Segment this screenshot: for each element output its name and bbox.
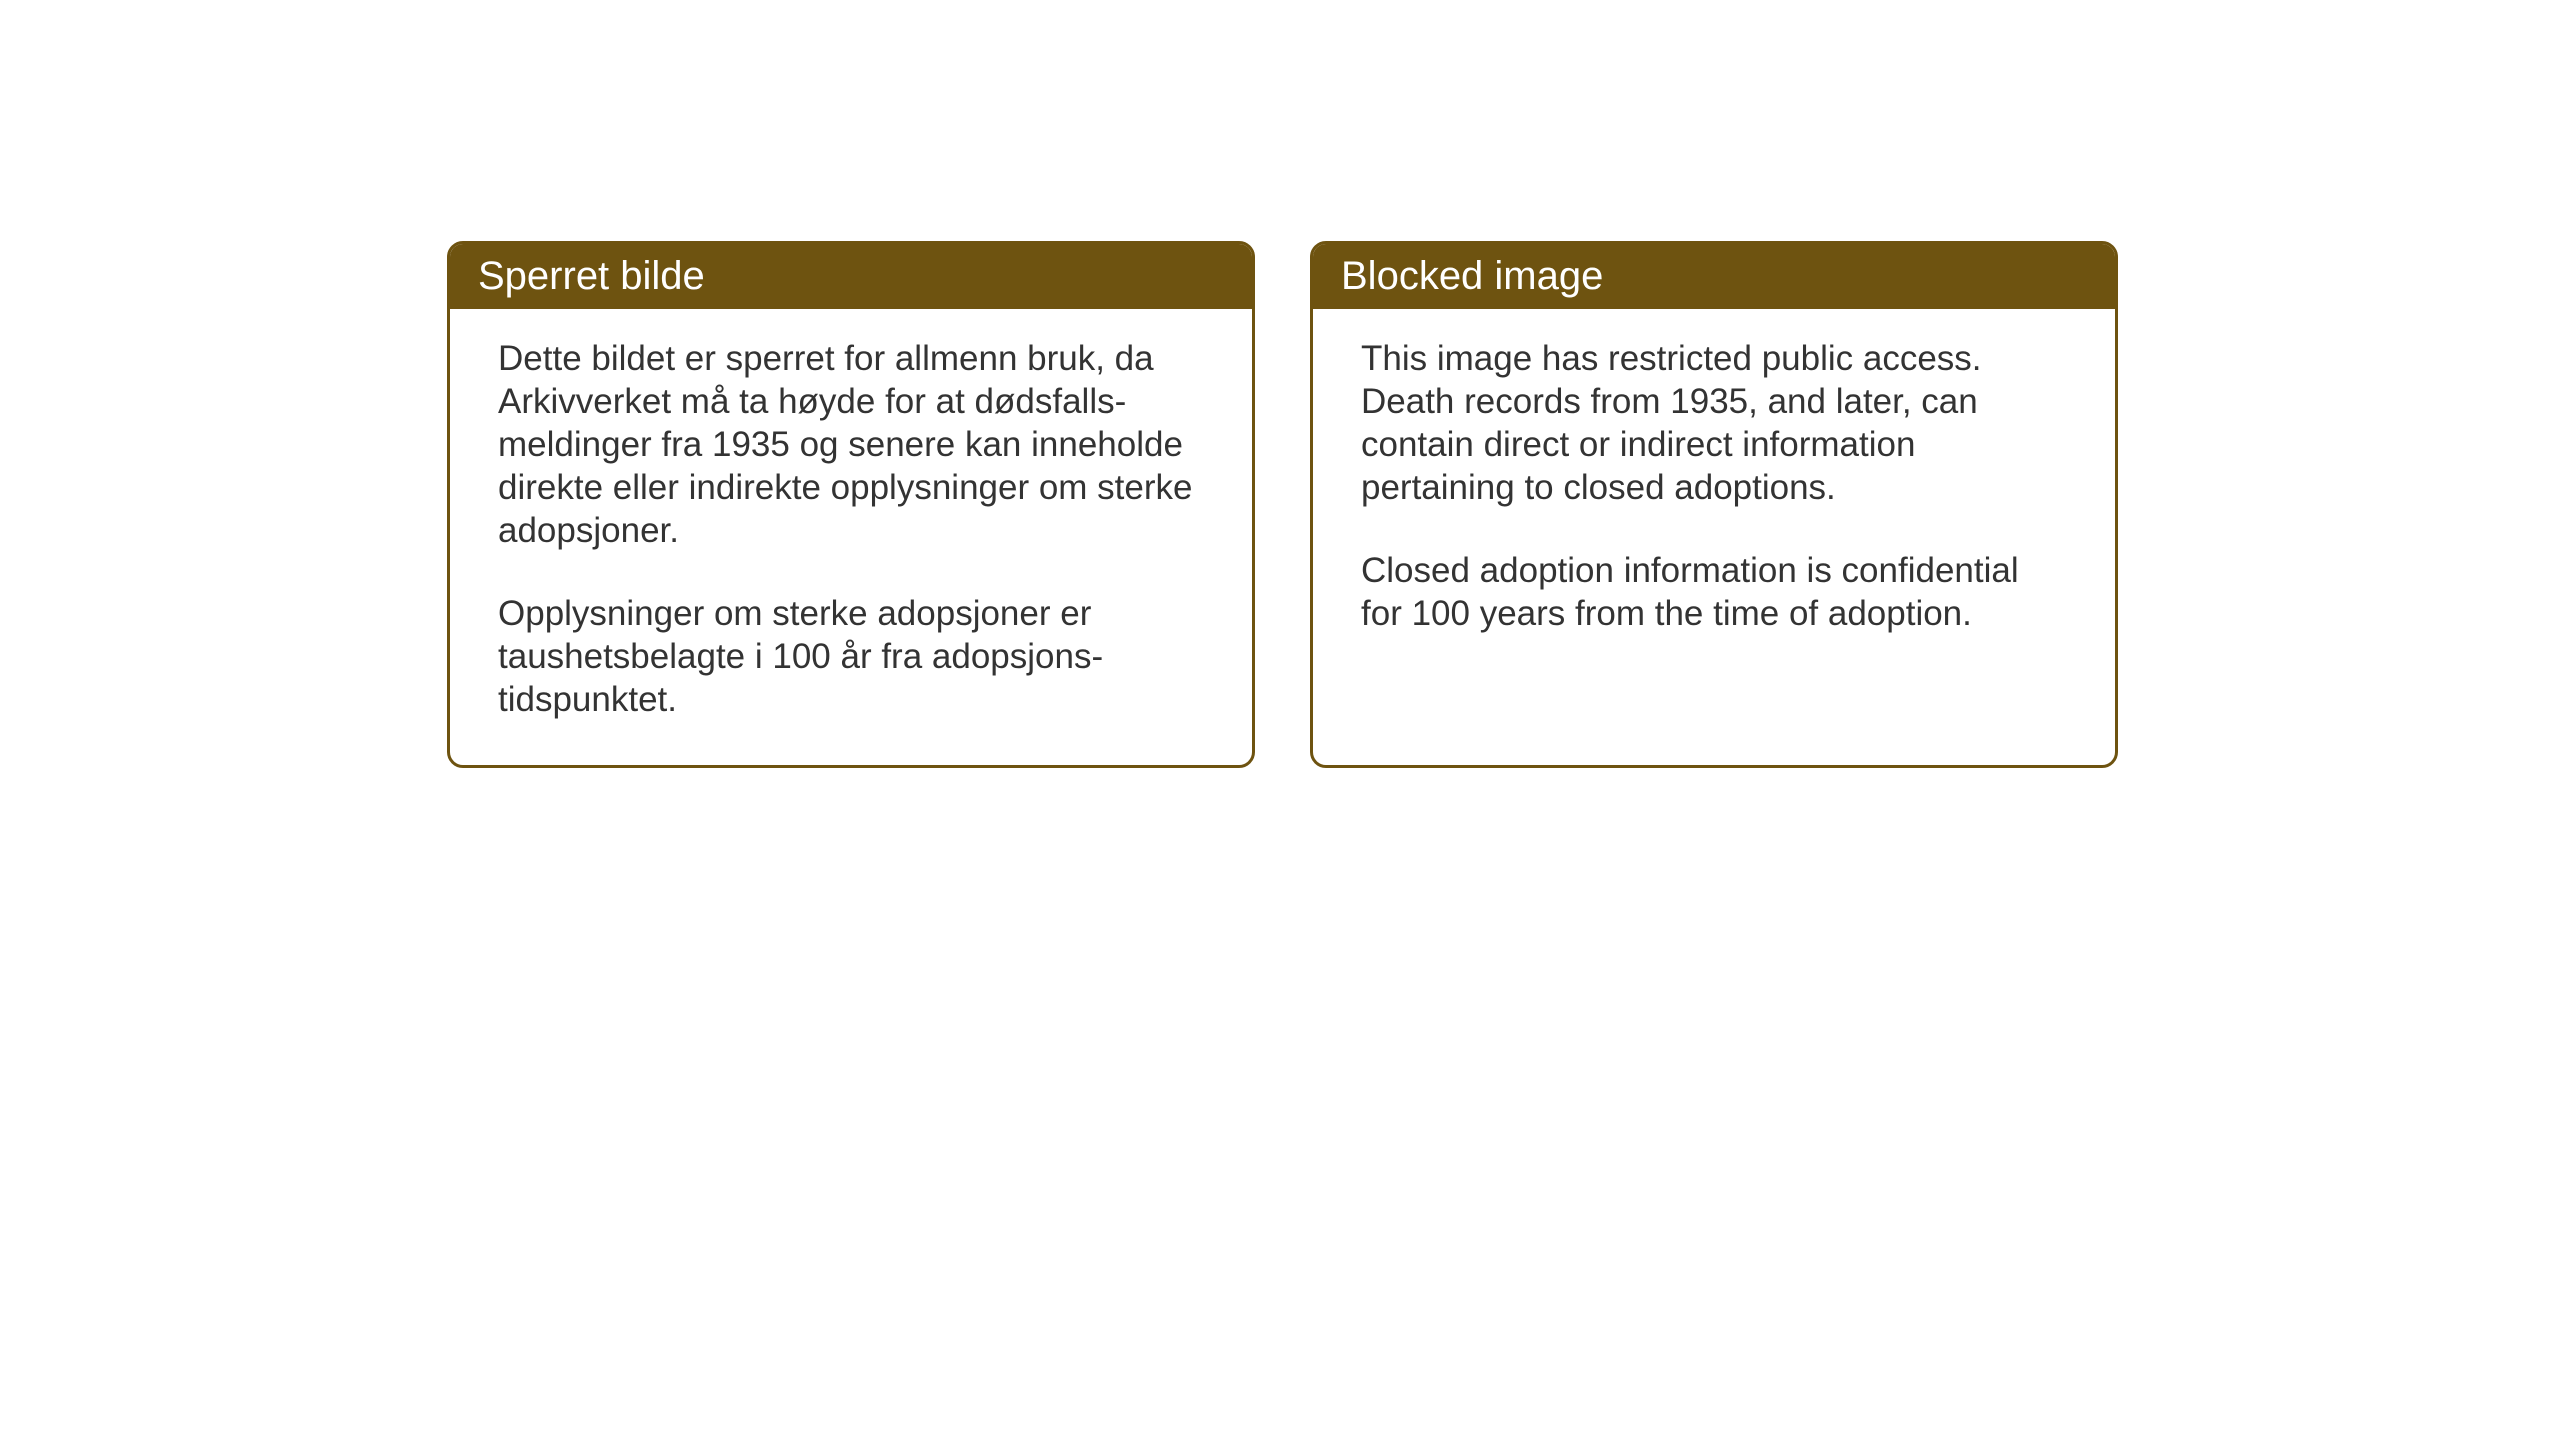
notice-card-norwegian: Sperret bilde Dette bildet er sperret fo… <box>447 241 1255 768</box>
card-paragraph-2-english: Closed adoption information is confident… <box>1361 549 2067 635</box>
card-body-english: This image has restricted public access.… <box>1313 309 2115 679</box>
card-paragraph-1-english: This image has restricted public access.… <box>1361 337 2067 509</box>
card-header-norwegian: Sperret bilde <box>450 244 1252 309</box>
card-paragraph-2-norwegian: Opplysninger om sterke adopsjoner er tau… <box>498 592 1204 721</box>
card-title-english: Blocked image <box>1341 254 1603 298</box>
card-paragraph-1-norwegian: Dette bildet er sperret for allmenn bruk… <box>498 337 1204 552</box>
notice-card-english: Blocked image This image has restricted … <box>1310 241 2118 768</box>
notice-container: Sperret bilde Dette bildet er sperret fo… <box>447 241 2118 768</box>
card-title-norwegian: Sperret bilde <box>478 254 705 298</box>
card-header-english: Blocked image <box>1313 244 2115 309</box>
card-body-norwegian: Dette bildet er sperret for allmenn bruk… <box>450 309 1252 765</box>
